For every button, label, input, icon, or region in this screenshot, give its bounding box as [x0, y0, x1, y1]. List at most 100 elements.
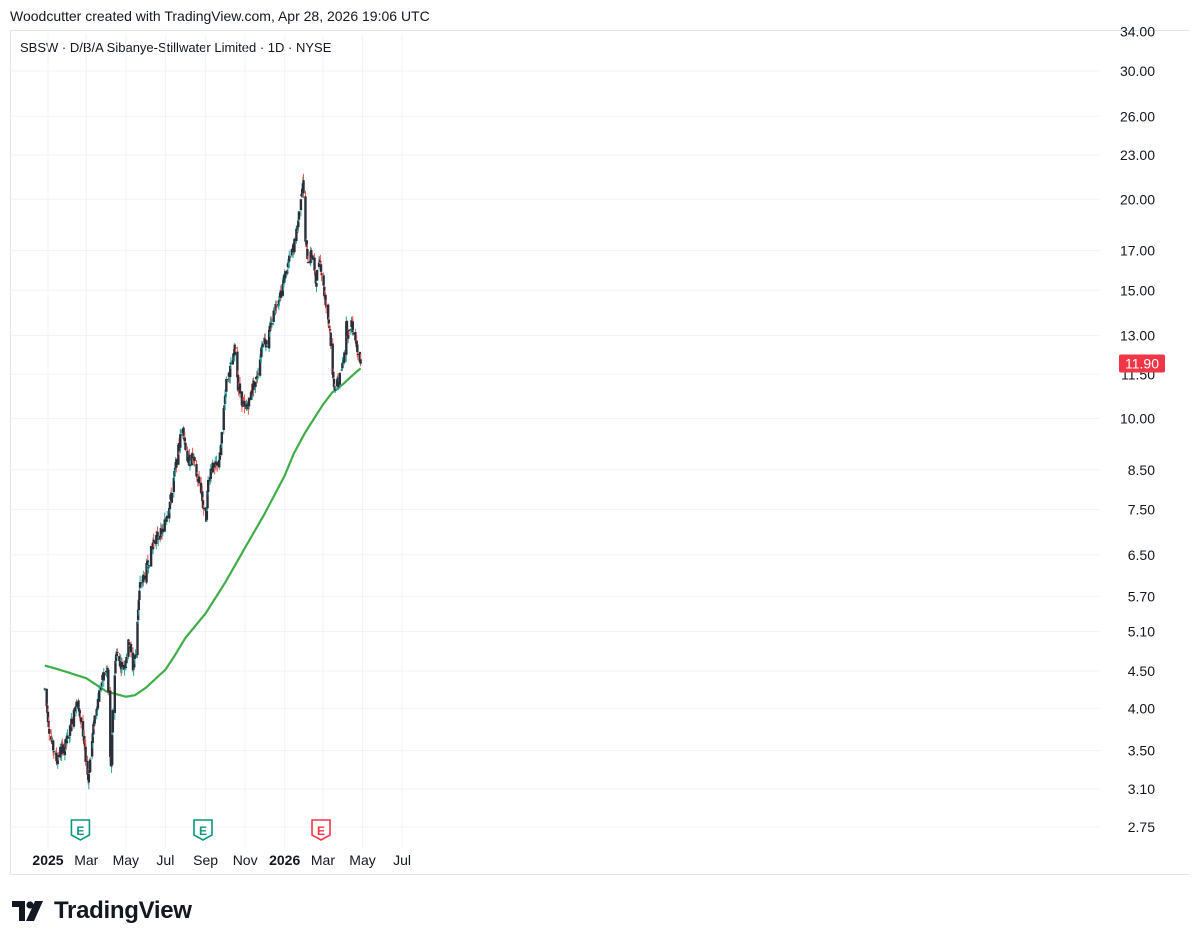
y-tick-label: 17.00 [1120, 243, 1155, 259]
y-tick-label: 15.00 [1120, 282, 1155, 298]
candle [102, 668, 105, 688]
candle [331, 338, 334, 377]
candle [111, 731, 114, 766]
candle [147, 565, 151, 568]
y-tick-label: 3.50 [1128, 743, 1155, 759]
candle [295, 231, 299, 233]
candle [205, 507, 209, 522]
candle [220, 431, 223, 448]
candle [197, 470, 201, 487]
candle [125, 653, 128, 667]
candle [356, 344, 359, 358]
candle [147, 562, 150, 574]
candle [317, 256, 321, 270]
candle [270, 318, 273, 329]
candle [193, 455, 196, 467]
candle [183, 432, 187, 444]
candle [172, 476, 176, 498]
candle [111, 708, 115, 735]
candle [206, 490, 209, 511]
moving-average-line [44, 367, 362, 698]
candle [104, 671, 107, 676]
chart-credit-header: Woodcutter created with TradingView.com,… [10, 8, 430, 24]
grid [11, 34, 1100, 848]
earnings-marker[interactable]: E [70, 819, 91, 841]
candle [188, 449, 191, 467]
candle [159, 522, 163, 539]
x-tick-label: Jul [393, 852, 411, 868]
candle [241, 396, 245, 407]
candle [351, 315, 354, 336]
candle [191, 447, 194, 464]
candle [96, 707, 99, 716]
candle [196, 474, 200, 487]
candle [302, 173, 305, 199]
candle [286, 258, 290, 273]
candle [100, 680, 104, 691]
candle [50, 729, 53, 742]
candle [315, 269, 319, 281]
candle [78, 709, 81, 721]
candle [168, 507, 171, 523]
candle [304, 190, 307, 244]
candle [87, 770, 91, 790]
candle [325, 299, 328, 314]
candle [227, 377, 230, 383]
candle [320, 271, 323, 282]
candle [273, 311, 277, 315]
candle [218, 445, 222, 460]
candle [88, 757, 92, 773]
earnings-marker-label: E [317, 824, 325, 838]
candle [48, 722, 51, 741]
candle [229, 361, 232, 384]
candle [329, 331, 332, 349]
candle [74, 706, 78, 717]
candle [275, 300, 278, 314]
candle [319, 261, 323, 276]
chart-frame [10, 30, 1189, 875]
candle [222, 407, 225, 435]
last-price-text: 11.90 [1125, 355, 1159, 371]
candle [142, 570, 145, 587]
y-tick-label: 30.00 [1120, 63, 1155, 79]
y-tick-label: 34.00 [1120, 23, 1155, 39]
price-axis: 34.00 30.00 26.00 23.00 20.00 17.00 15.00 13.00… [1120, 23, 1155, 834]
candle [338, 372, 342, 389]
candle [246, 400, 249, 408]
y-tick-label: 8.50 [1128, 462, 1155, 478]
candle [265, 339, 268, 346]
candle [179, 428, 182, 454]
candle [66, 729, 69, 741]
candle [98, 684, 101, 702]
candle [51, 739, 55, 756]
candle [157, 536, 160, 547]
time-axis: 2025 Mar May Jul Sep Nov 2026 Mar May Jul [32, 852, 411, 868]
x-tick-label: Sep [193, 852, 218, 868]
candle [209, 464, 212, 483]
moving-average-layer [44, 367, 362, 698]
y-tick-label: 13.00 [1120, 328, 1155, 344]
candle [352, 329, 355, 336]
candle [115, 648, 118, 658]
candle [288, 254, 292, 259]
candle [140, 575, 144, 589]
candle [265, 344, 269, 348]
candle [149, 545, 153, 567]
symbol-info[interactable]: SBSW · D/B/A Sibanye-Stillwater Limited … [20, 40, 332, 55]
earnings-marker[interactable]: E [311, 819, 331, 841]
candle [224, 393, 227, 403]
candle [57, 751, 60, 761]
candle [109, 686, 112, 761]
candle [120, 657, 124, 674]
candle [223, 389, 227, 410]
candle [297, 218, 300, 232]
tradingview-brand[interactable]: TradingView [12, 897, 192, 925]
x-tick-label: Mar [311, 852, 335, 868]
candle [272, 307, 275, 326]
candle [138, 585, 141, 601]
x-tick-label: Mar [74, 852, 98, 868]
candle [216, 461, 219, 472]
earnings-marker[interactable]: E [193, 819, 213, 841]
y-tick-label: 4.00 [1128, 700, 1155, 716]
